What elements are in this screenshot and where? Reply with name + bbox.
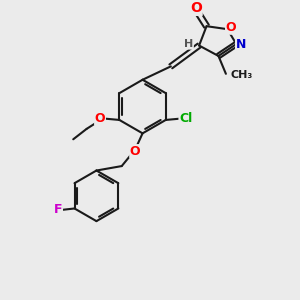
- Text: O: O: [190, 1, 202, 15]
- Text: F: F: [54, 203, 62, 217]
- Text: H: H: [184, 39, 193, 49]
- Text: O: O: [95, 112, 105, 125]
- Text: N: N: [236, 38, 246, 50]
- Text: O: O: [130, 145, 140, 158]
- Text: O: O: [226, 21, 236, 34]
- Text: Cl: Cl: [179, 112, 192, 125]
- Text: CH₃: CH₃: [230, 70, 253, 80]
